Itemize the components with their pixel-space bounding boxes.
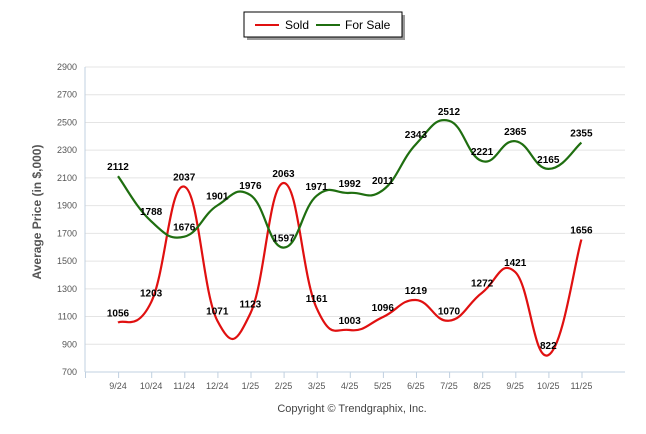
y-tick-label: 2500 bbox=[57, 117, 77, 127]
data-label-for-sale: 1676 bbox=[173, 223, 196, 234]
data-label-sold: 1070 bbox=[438, 307, 461, 318]
y-tick-label: 2900 bbox=[57, 62, 77, 72]
data-label-sold: 2037 bbox=[173, 173, 196, 184]
data-label-for-sale: 2355 bbox=[570, 129, 593, 140]
data-label-for-sale: 1971 bbox=[305, 182, 328, 193]
x-tick-label: 4/25 bbox=[341, 381, 359, 391]
copyright-credit: Copyright © Trendgraphix, Inc. bbox=[277, 403, 426, 415]
data-label-for-sale: 2112 bbox=[107, 162, 129, 173]
series-line-for-sale bbox=[117, 119, 583, 249]
series-line-sold bbox=[117, 181, 583, 357]
y-tick-label: 1500 bbox=[57, 256, 77, 266]
series-lines bbox=[117, 119, 583, 357]
data-label-sold: 1219 bbox=[405, 286, 428, 297]
x-tick-label: 11/24 bbox=[173, 381, 195, 391]
data-label-sold: 1071 bbox=[206, 307, 229, 318]
x-tick-label: 10/24 bbox=[140, 381, 163, 391]
y-tick-label: 1100 bbox=[58, 312, 77, 322]
y-tick-label: 1900 bbox=[57, 201, 77, 211]
x-tick-label: 12/24 bbox=[206, 381, 229, 391]
data-label-for-sale: 1788 bbox=[140, 207, 163, 218]
x-tick-label: 9/24 bbox=[109, 381, 127, 391]
data-label-for-sale: 2221 bbox=[471, 147, 494, 158]
data-label-sold: 1203 bbox=[140, 288, 163, 299]
data-label-for-sale: 2343 bbox=[405, 130, 428, 141]
x-tick-label: 10/25 bbox=[537, 381, 560, 391]
data-label-sold: 1272 bbox=[471, 279, 494, 290]
data-label-sold: 1421 bbox=[504, 258, 527, 269]
data-label-for-sale: 1901 bbox=[206, 191, 229, 202]
y-tick-label: 2100 bbox=[57, 173, 77, 183]
data-label-sold: 2063 bbox=[272, 169, 295, 180]
data-label-for-sale: 1976 bbox=[239, 181, 262, 192]
data-label-for-sale: 2365 bbox=[504, 127, 527, 138]
data-labels: 1056 1203 2037 1071 1123 2063 1161 1003 1096 1219… bbox=[107, 107, 593, 352]
axes bbox=[84, 67, 625, 373]
data-label-for-sale: 1992 bbox=[339, 179, 362, 190]
y-tick-label: 900 bbox=[62, 339, 77, 349]
data-label-for-sale: 2165 bbox=[537, 155, 560, 166]
data-label-for-sale: 1597 bbox=[272, 234, 295, 245]
data-label-for-sale: 2011 bbox=[372, 176, 394, 187]
gridlines bbox=[85, 66, 625, 345]
x-tick-label: 11/25 bbox=[570, 381, 592, 391]
data-label-sold: 1123 bbox=[240, 299, 262, 310]
y-axis-label: Average Price (in $,000) bbox=[30, 145, 44, 280]
data-label-for-sale: 2512 bbox=[438, 107, 461, 118]
x-tick-label: 8/25 bbox=[473, 381, 491, 391]
x-tick-label: 3/25 bbox=[308, 381, 326, 391]
x-tick-label: 6/25 bbox=[407, 381, 425, 391]
data-label-sold: 1656 bbox=[570, 225, 593, 236]
x-tick-label: 5/25 bbox=[374, 381, 392, 391]
legend-label-sold: Sold bbox=[285, 18, 309, 32]
x-tick-label: 7/25 bbox=[440, 381, 458, 391]
y-tick-label: 2300 bbox=[57, 145, 77, 155]
data-label-sold: 822 bbox=[540, 341, 557, 352]
y-tick-label: 1700 bbox=[57, 228, 77, 238]
x-tick-label: 1/25 bbox=[242, 381, 260, 391]
x-tick-label: 9/25 bbox=[506, 381, 524, 391]
y-tick-label: 700 bbox=[62, 367, 77, 377]
data-label-sold: 1056 bbox=[107, 309, 130, 320]
data-label-sold: 1161 bbox=[306, 294, 328, 305]
y-tick-label: 2700 bbox=[57, 90, 77, 100]
legend-label-for-sale: For Sale bbox=[345, 18, 391, 32]
x-axis-ticks: 9/24 10/24 11/24 12/24 1/25 2/25 3/25 4/25 5/25 6… bbox=[85, 372, 592, 391]
y-axis-ticks: 700 900 1100 1300 1500 1700 1900 2100 2300 2500 27… bbox=[57, 62, 77, 377]
data-label-sold: 1096 bbox=[372, 303, 395, 314]
y-tick-label: 1300 bbox=[57, 284, 77, 294]
x-tick-label: 2/25 bbox=[275, 381, 293, 391]
data-label-sold: 1003 bbox=[339, 316, 362, 327]
legend[interactable]: Sold For Sale bbox=[243, 11, 405, 40]
